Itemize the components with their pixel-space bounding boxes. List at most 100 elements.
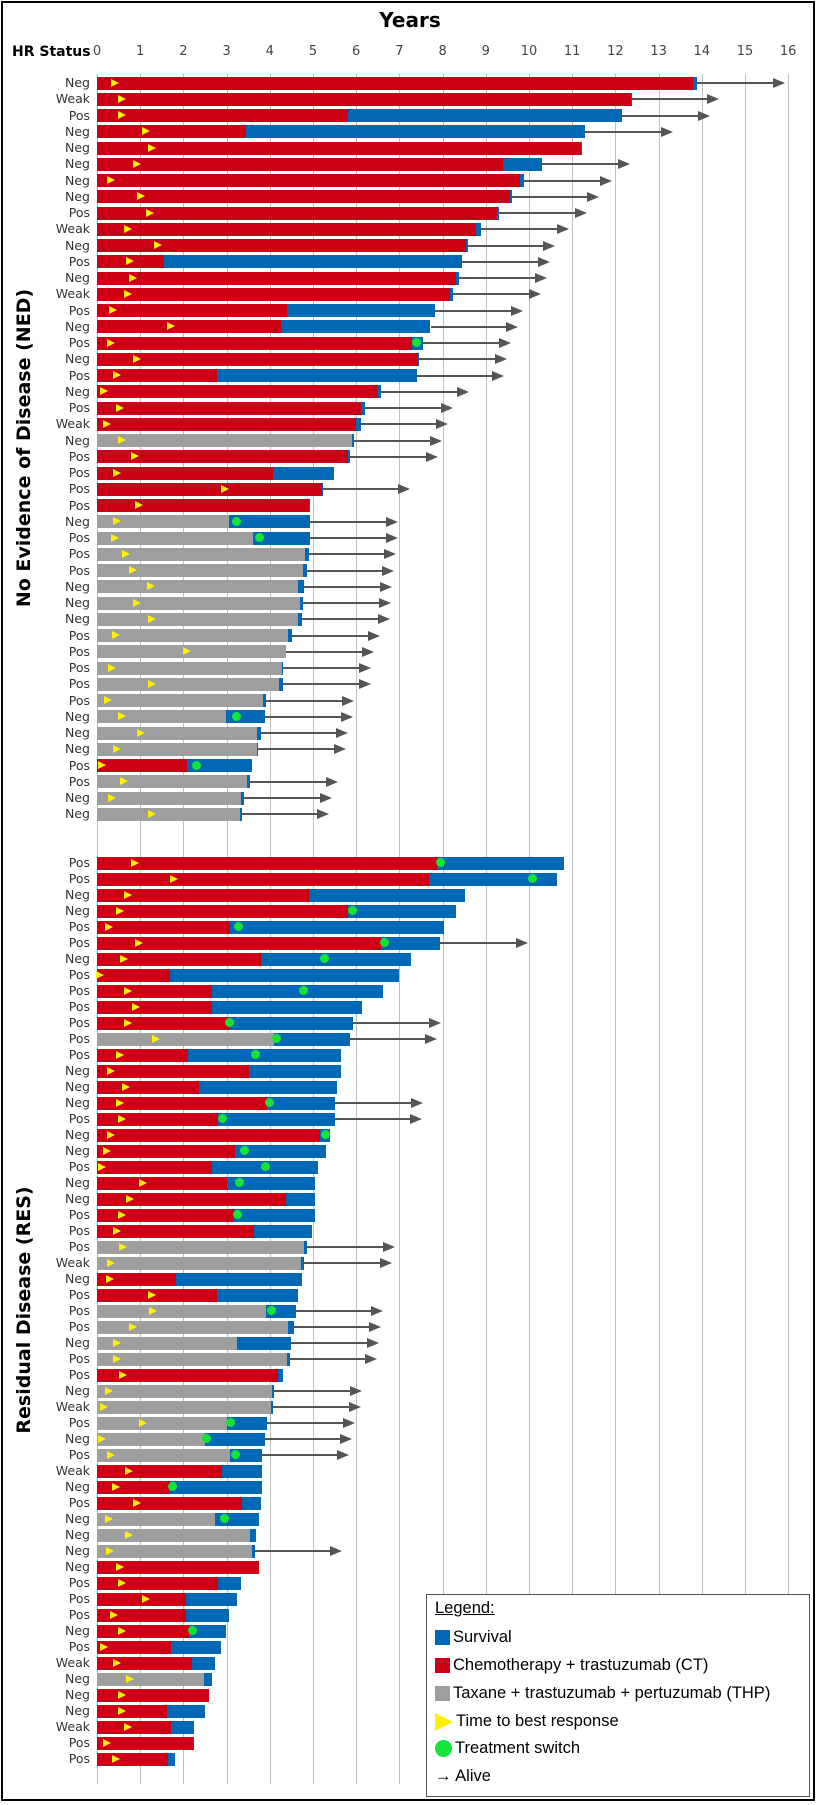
treatment-bar-thp xyxy=(97,726,258,740)
x-tick-label: 1 xyxy=(136,44,145,59)
treatment-switch-marker xyxy=(321,1130,331,1139)
alive-arrow-head xyxy=(361,646,374,657)
treatment-bar-thp xyxy=(97,1256,302,1270)
hr-status-label: Neg xyxy=(65,903,90,918)
treatment-bar-thp xyxy=(97,564,304,577)
hr-status-label: Neg xyxy=(65,188,90,204)
hr-status-label: Neg xyxy=(65,951,90,966)
treatment-bar-ct xyxy=(97,76,694,90)
treatment-bar-ct xyxy=(97,968,171,982)
best-response-marker xyxy=(132,1498,141,1507)
legend-label: → Alive xyxy=(435,1767,491,1785)
hr-status-label: Pos xyxy=(68,1415,90,1430)
treatment-bar-ct xyxy=(97,499,309,512)
treatment-bar-thp xyxy=(97,1384,272,1398)
gridline xyxy=(658,74,660,1784)
alive-arrow-head xyxy=(369,1322,382,1332)
best-response-marker xyxy=(115,1098,124,1107)
alive-arrow-head xyxy=(534,273,547,283)
treatment-bar-ct xyxy=(97,920,231,934)
hr-status-label: Neg xyxy=(65,432,90,448)
survival-bar xyxy=(693,76,698,90)
alive-arrow-head xyxy=(587,191,600,202)
survival-bar xyxy=(298,612,303,626)
alive-arrow xyxy=(481,228,560,231)
treatment-bar-ct xyxy=(97,320,282,334)
treatment-switch-marker xyxy=(233,922,243,931)
best-response-marker xyxy=(112,631,121,639)
hr-status-label: Pos xyxy=(68,999,90,1014)
alive-arrow-head xyxy=(380,581,393,592)
treatment-bar-ct xyxy=(97,271,457,285)
survival-bar xyxy=(226,1416,267,1430)
best-response-marker xyxy=(108,793,117,802)
alive-arrow-head xyxy=(429,435,442,446)
treatment-bar-thp xyxy=(97,1432,205,1446)
x-tick-label: 8 xyxy=(438,44,447,59)
treatment-switch-marker xyxy=(225,1018,235,1027)
treatment-bar-ct xyxy=(97,125,247,139)
treatment-bar-thp xyxy=(97,580,299,594)
best-response-marker xyxy=(104,1514,113,1523)
hr-status-label: Neg xyxy=(65,172,90,188)
survival-bar xyxy=(186,759,253,772)
best-response-marker xyxy=(106,1546,115,1555)
hr-status-label: Pos xyxy=(68,1319,90,1334)
survival-bar xyxy=(281,320,431,334)
alive-arrow-head xyxy=(617,159,630,170)
survival-bar xyxy=(217,1576,241,1590)
treatment-bar-ct xyxy=(97,1176,227,1190)
legend-label: Taxane + trastuzumab + pertuzumab (THP) xyxy=(453,1684,771,1702)
treatment-bar-ct xyxy=(97,450,349,464)
alive-arrow xyxy=(307,1246,386,1248)
hr-status-label: Neg xyxy=(65,806,90,822)
best-response-marker xyxy=(148,143,156,152)
alive-arrow xyxy=(261,1454,340,1456)
best-response-marker xyxy=(124,986,133,995)
survival-bar xyxy=(170,1480,262,1494)
thp-swatch-icon xyxy=(435,1686,450,1701)
survival-bar xyxy=(286,1192,315,1206)
treatment-bar-thp xyxy=(97,612,299,626)
alive-arrow-head xyxy=(510,305,523,316)
hr-status-label: Weak xyxy=(55,1463,90,1478)
hr-status-label: Neg xyxy=(65,790,90,805)
treatment-bar-thp xyxy=(97,531,253,545)
hr-status-label: Pos xyxy=(68,400,90,415)
best-response-marker xyxy=(146,582,155,591)
best-response-marker xyxy=(113,744,122,753)
alive-arrow-head xyxy=(457,386,470,397)
best-response-marker xyxy=(139,1178,148,1187)
gridline xyxy=(572,74,574,1784)
treatment-switch-marker xyxy=(217,1114,227,1123)
treatment-bar-thp xyxy=(97,515,230,529)
alive-arrow xyxy=(352,1022,431,1024)
treatment-bar-ct xyxy=(97,1464,222,1478)
best-response-marker xyxy=(105,1274,114,1283)
best-response-marker xyxy=(113,1658,122,1667)
treatment-bar-thp xyxy=(97,1352,288,1366)
best-response-marker xyxy=(122,1082,131,1091)
best-response-marker xyxy=(117,111,126,119)
hr-status-label: Neg xyxy=(65,1687,90,1702)
treatment-switch-marker xyxy=(265,1098,275,1107)
alive-arrow-head xyxy=(498,338,511,348)
alive-arrow-head xyxy=(349,1386,362,1396)
survival-bar xyxy=(281,661,283,675)
best-response-marker xyxy=(132,598,141,607)
treatment-bar-ct xyxy=(97,1208,235,1222)
survival-bar xyxy=(360,401,365,415)
survival-bar xyxy=(246,775,250,789)
survival-bar xyxy=(503,157,542,171)
alive-arrow xyxy=(462,260,541,263)
treatment-bar-thp xyxy=(97,596,300,610)
treatment-bar-thp xyxy=(97,1240,305,1254)
survival-bar xyxy=(187,1048,342,1062)
alive-arrow-head xyxy=(349,1402,362,1412)
legend-label: Treatment switch xyxy=(455,1739,581,1757)
hr-status-label: Neg xyxy=(65,741,90,757)
gridline xyxy=(788,74,790,1784)
best-response-marker xyxy=(124,1018,133,1027)
survival-bar xyxy=(520,174,524,187)
best-response-marker xyxy=(122,549,131,558)
